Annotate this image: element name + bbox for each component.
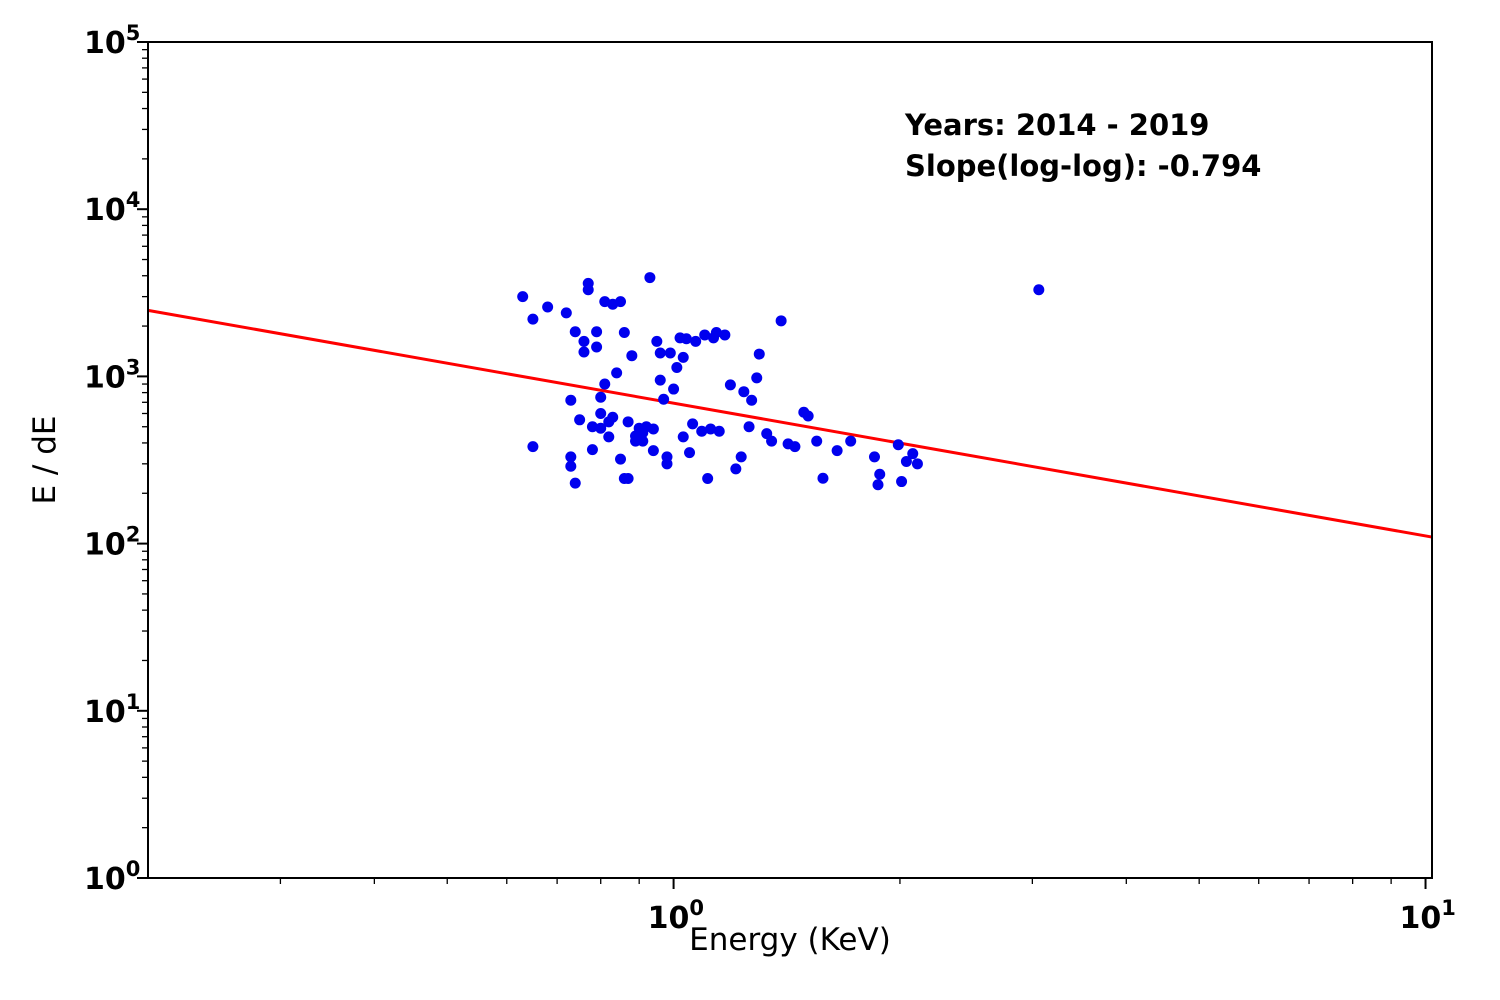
data-point	[677, 431, 689, 443]
data-point	[658, 393, 670, 405]
data-point	[542, 301, 554, 313]
data-point	[626, 350, 638, 362]
data-point	[735, 451, 747, 463]
data-point	[586, 421, 598, 433]
data-point	[637, 435, 649, 447]
data-point	[724, 379, 736, 391]
data-point	[789, 441, 801, 453]
data-point	[651, 335, 663, 347]
y-tick-label: 101	[84, 690, 140, 730]
data-point	[690, 335, 702, 347]
y-tick-label: 102	[84, 523, 140, 563]
data-point	[644, 272, 656, 284]
plot-frame	[147, 41, 1433, 879]
data-point	[647, 445, 659, 457]
data-point	[730, 463, 742, 475]
data-point	[595, 391, 607, 403]
data-point	[874, 468, 886, 480]
data-point	[738, 386, 750, 398]
data-point	[746, 394, 758, 406]
data-point	[696, 425, 708, 437]
data-point	[719, 329, 731, 341]
data-point	[599, 378, 611, 390]
data-point	[565, 451, 577, 463]
y-tick-label: 104	[84, 188, 140, 228]
data-point	[753, 348, 765, 360]
annotation-years: Years: 2014 - 2019	[905, 108, 1210, 142]
data-point	[680, 333, 692, 345]
data-point	[607, 411, 619, 423]
fit-line	[147, 308, 1433, 539]
x-tick-label: 101	[1400, 896, 1456, 936]
y-tick-label: 105	[84, 21, 140, 61]
y-tick-label: 103	[84, 355, 140, 395]
data-point	[831, 445, 843, 457]
data-point	[896, 476, 908, 488]
data-point	[677, 351, 689, 363]
data-point	[591, 326, 603, 338]
data-point	[615, 453, 627, 465]
data-point	[668, 383, 680, 395]
data-point	[618, 327, 630, 339]
data-point	[622, 473, 634, 485]
data-point	[907, 448, 919, 460]
data-point	[872, 479, 884, 491]
data-point	[892, 439, 904, 451]
data-point	[595, 422, 607, 434]
data-point	[713, 425, 725, 437]
data-point	[603, 431, 615, 443]
data-point	[775, 315, 787, 327]
data-point	[591, 341, 603, 353]
y-axis-label: E / dE	[27, 415, 63, 505]
data-point	[900, 455, 912, 467]
data-point	[654, 374, 666, 386]
data-point	[565, 394, 577, 406]
data-point	[766, 435, 778, 447]
data-point	[582, 277, 594, 289]
data-point	[586, 444, 598, 456]
annotation-slope: Slope(log-log): -0.794	[905, 148, 1262, 183]
x-axis-label: Energy (KeV)	[689, 922, 891, 958]
data-point	[743, 421, 755, 433]
data-point	[569, 326, 581, 338]
data-point	[654, 347, 666, 359]
y-tick-label: 100	[84, 857, 140, 897]
x-tick-label: 100	[648, 896, 704, 936]
data-point	[1033, 284, 1045, 296]
data-point	[687, 418, 699, 430]
data-point	[615, 296, 627, 308]
data-point	[664, 347, 676, 359]
data-point	[845, 435, 857, 447]
data-point	[751, 372, 763, 384]
data-point	[622, 416, 634, 428]
data-point	[911, 458, 923, 470]
data-point	[817, 472, 829, 484]
data-point	[565, 460, 577, 472]
data-point	[574, 414, 586, 426]
data-point	[684, 447, 696, 459]
data-point	[527, 441, 539, 453]
data-point	[705, 423, 717, 435]
data-point	[802, 410, 814, 422]
data-point	[710, 327, 722, 339]
data-point	[560, 307, 572, 319]
data-point	[611, 367, 623, 379]
data-point	[811, 435, 823, 447]
data-point	[868, 451, 880, 463]
data-point	[661, 458, 673, 470]
data-point	[595, 407, 607, 419]
data-point	[569, 477, 581, 489]
data-point	[699, 329, 711, 341]
annotation-box: Years: 2014 - 2019 Slope(log-log): -0.79…	[905, 105, 1261, 186]
data-point	[517, 291, 529, 303]
data-point	[647, 423, 659, 435]
data-point	[578, 335, 590, 347]
data-point	[578, 346, 590, 358]
data-point	[527, 313, 539, 325]
data-point	[702, 473, 714, 485]
data-point	[671, 362, 683, 374]
